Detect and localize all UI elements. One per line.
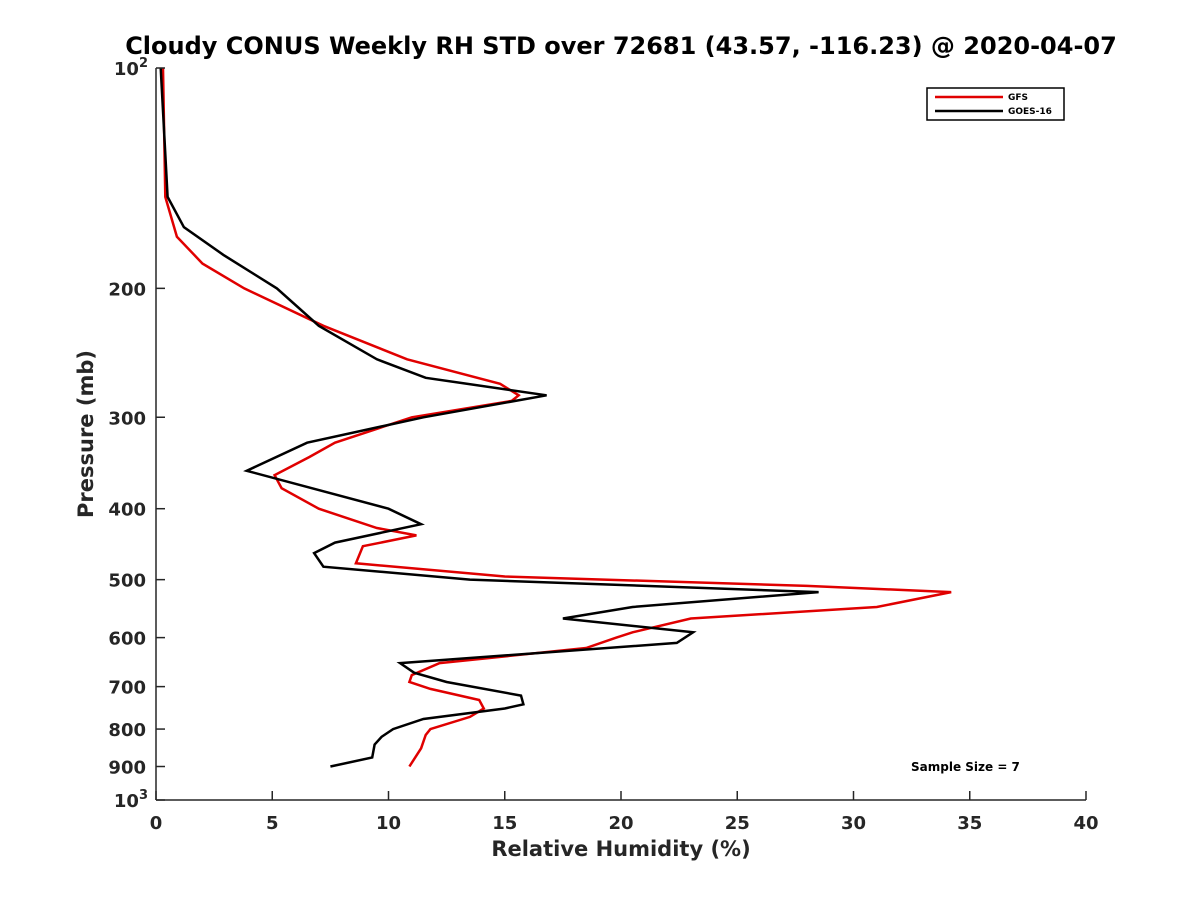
y-tick-label: 900 xyxy=(108,758,146,779)
y-tick-label: 700 xyxy=(108,678,146,699)
x-tick-label: 25 xyxy=(725,813,750,834)
x-tick-label: 20 xyxy=(608,813,633,834)
y-tick-label: 600 xyxy=(108,629,146,650)
y-tick-label: 200 xyxy=(108,279,146,300)
legend-label-gfs: GFS xyxy=(1008,93,1028,103)
legend-box xyxy=(926,87,1065,121)
y-axis-label: Pressure (mb) xyxy=(74,350,98,518)
x-tick-label: 5 xyxy=(266,813,279,834)
x-axis-label: Relative Humidity (%) xyxy=(491,837,750,861)
y-ticks: 102 200 300 400 500 600 700 800 900 103 xyxy=(108,56,165,812)
series-layer xyxy=(159,67,952,768)
x-tick-label: 0 xyxy=(150,813,163,834)
x-tick-label: 15 xyxy=(492,813,517,834)
x-tick-label: 35 xyxy=(957,813,982,834)
legend: GFS GOES-16 xyxy=(926,87,1065,121)
series-line-gfs xyxy=(161,67,952,768)
y-tick-label: 300 xyxy=(108,408,146,429)
y-tick-label: 102 xyxy=(114,56,148,80)
legend-label-goes16: GOES-16 xyxy=(1008,107,1052,117)
plot-area xyxy=(156,68,1085,799)
chart-title: Cloudy CONUS Weekly RH STD over 72681 (4… xyxy=(125,32,1117,60)
y-tick-label: 103 xyxy=(114,788,148,812)
x-tick-label: 10 xyxy=(376,813,401,834)
y-tick-label: 500 xyxy=(108,571,146,592)
x-ticks: 0 5 10 15 20 25 30 35 40 xyxy=(150,791,1099,834)
series-line-goes16 xyxy=(159,67,819,768)
sample-size-annotation: Sample Size = 7 xyxy=(911,760,1020,774)
x-tick-label: 40 xyxy=(1073,813,1098,834)
y-tick-label: 800 xyxy=(108,720,146,741)
y-tick-label: 400 xyxy=(108,500,146,521)
x-tick-label: 30 xyxy=(841,813,866,834)
